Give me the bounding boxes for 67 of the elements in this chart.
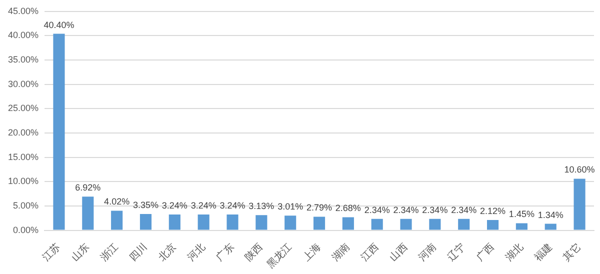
data-label: 3.24% (190, 200, 216, 211)
y-tick-label: 40.00% (8, 30, 39, 40)
bar (226, 214, 238, 230)
data-label: 2.79% (306, 202, 332, 213)
data-label: 3.24% (220, 200, 246, 211)
y-tick-label: 30.00% (8, 78, 39, 89)
x-tick-label: 福建 (532, 241, 555, 264)
x-tick-label: 山西 (387, 241, 410, 264)
bar (400, 218, 412, 230)
data-label: 3.24% (162, 200, 188, 211)
bar (458, 218, 470, 230)
x-tick-label: 其它 (560, 241, 584, 264)
bar (284, 216, 296, 230)
data-label: 4.02% (104, 196, 130, 207)
x-tick-label: 山东 (69, 241, 92, 264)
x-tick-label: 湖北 (503, 241, 526, 264)
data-label: 3.01% (278, 202, 304, 212)
x-tick-label: 北京 (156, 241, 179, 264)
y-tick-label: 15.00% (8, 152, 39, 162)
data-label: 2.34% (364, 204, 390, 215)
data-label: 40.40% (44, 20, 74, 30)
y-tick-label: 10.00% (8, 176, 39, 186)
x-tick-label: 陕西 (242, 241, 266, 264)
x-tick-label: 江苏 (40, 241, 63, 264)
bar (544, 224, 556, 230)
y-tick-label: 45.00% (8, 6, 39, 16)
data-label: 2.34% (451, 204, 477, 215)
y-tick-label: 0.00% (12, 224, 39, 235)
bar (313, 216, 326, 230)
data-label: 2.34% (393, 204, 419, 215)
bar (429, 218, 441, 230)
x-tick-label: 湖南 (330, 241, 352, 264)
bar (82, 196, 94, 230)
y-tick-label: 35.00% (8, 54, 39, 65)
data-label: 3.35% (132, 200, 159, 210)
bar (198, 214, 210, 230)
x-tick-label: 江西 (358, 241, 382, 264)
data-label: 2.12% (480, 206, 506, 216)
bar (256, 215, 268, 230)
bar (111, 210, 123, 230)
data-label: 1.34% (538, 210, 564, 220)
bar (168, 214, 180, 230)
data-label: 2.68% (335, 203, 361, 214)
x-tick-label: 广西 (474, 241, 497, 264)
x-tick-label: 河北 (184, 241, 208, 264)
data-label: 3.13% (248, 201, 274, 212)
bar (371, 218, 383, 230)
bar (53, 34, 65, 230)
bar (574, 178, 586, 230)
data-label: 10.60% (564, 164, 595, 175)
x-tick-label: 黑龙江 (264, 241, 294, 271)
data-label: 2.34% (422, 204, 448, 215)
y-tick-label: 20.00% (8, 127, 39, 138)
bar (516, 223, 528, 230)
x-tick-label: 河南 (416, 241, 439, 264)
x-tick-label: 上海 (300, 241, 324, 264)
x-tick-label: 广东 (214, 241, 236, 264)
bar (486, 220, 499, 230)
y-tick-label: 5.00% (12, 200, 39, 210)
x-tick-label: 四川 (127, 241, 150, 264)
bar (140, 214, 152, 230)
x-tick-label: 浙江 (98, 241, 121, 264)
data-label: 6.92% (75, 182, 101, 193)
y-tick-label: 25.00% (8, 103, 39, 114)
x-tick-label: 辽宁 (445, 241, 468, 264)
data-label: 1.45% (508, 209, 534, 220)
bar (342, 217, 354, 230)
